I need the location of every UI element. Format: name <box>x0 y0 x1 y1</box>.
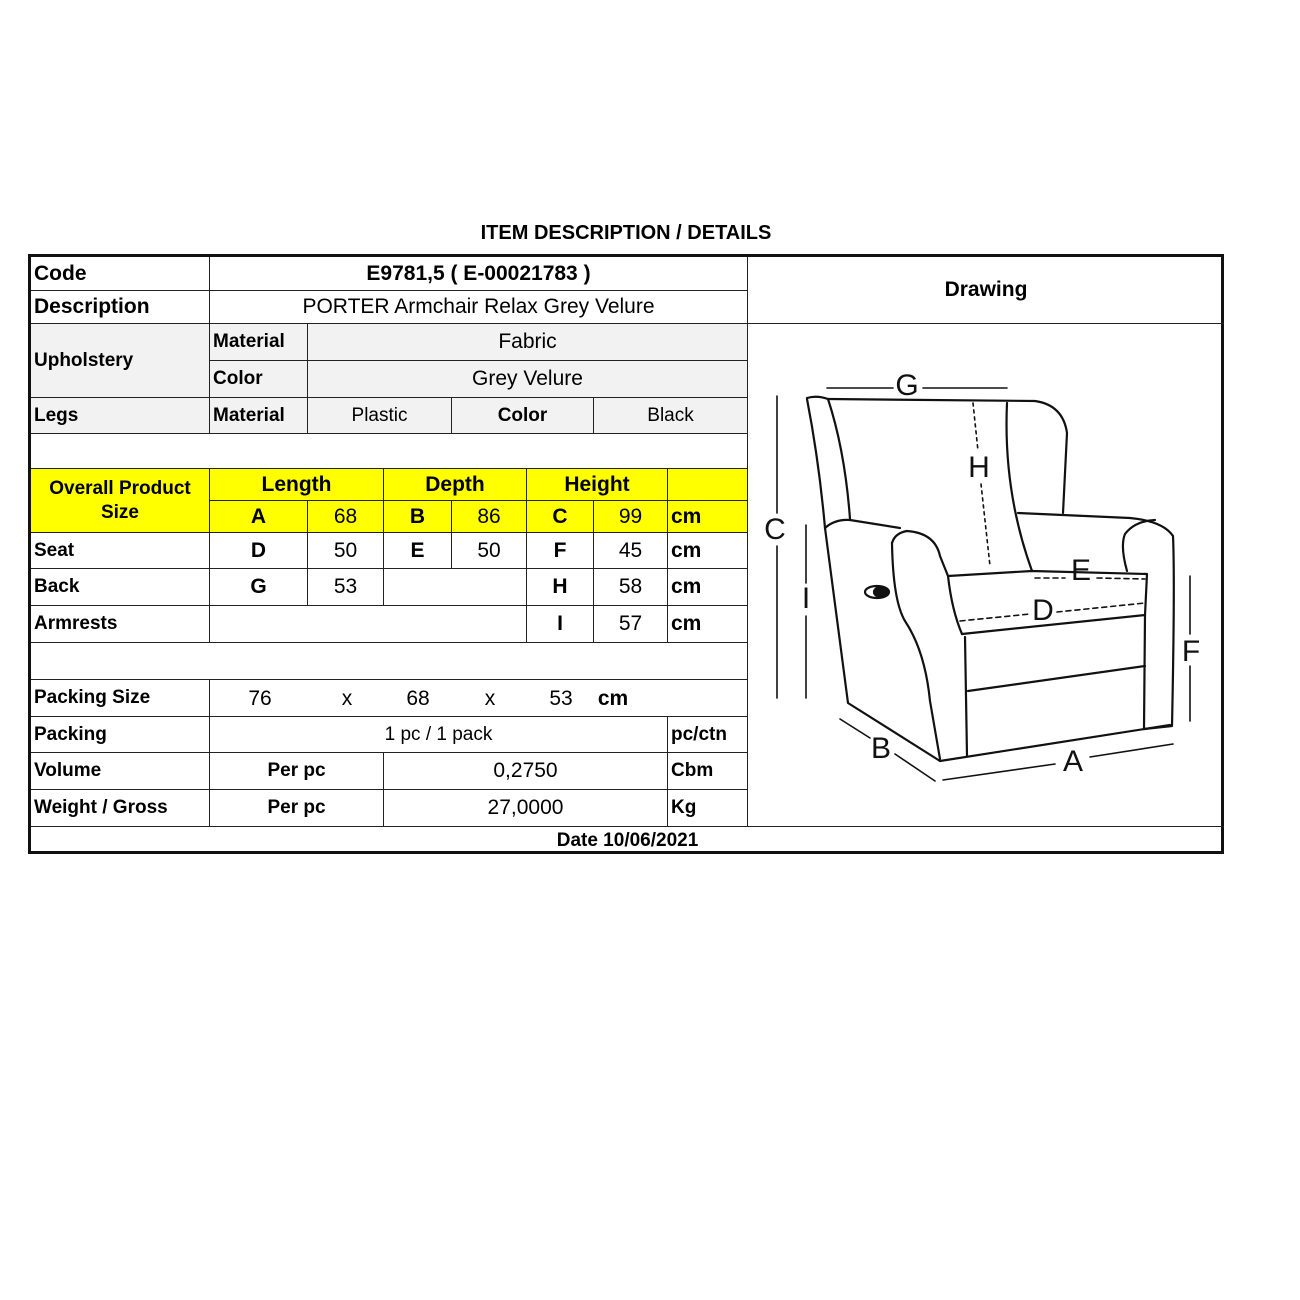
packing-size-x2: x <box>484 686 496 710</box>
description-label: Description <box>31 291 210 324</box>
dim-b-label: B <box>384 501 452 533</box>
dim-d-value: 50 <box>308 533 384 569</box>
packing-unit: pc/ctn <box>668 717 748 753</box>
dim-c-value: 99 <box>594 501 668 533</box>
upholstery-material-label: Material <box>210 324 308 361</box>
weight-per: Per pc <box>210 790 384 827</box>
armrests-unit: cm <box>668 606 748 643</box>
dim-label-c: C <box>764 513 786 546</box>
dim-i-label: I <box>527 606 594 643</box>
packing-label: Packing <box>31 717 210 753</box>
packing-size-h: 53 <box>549 686 573 710</box>
code-value: E9781,5 ( E-00021783 ) <box>210 257 748 291</box>
dim-b-value: 86 <box>452 501 527 533</box>
dim-label-b: B <box>871 732 891 765</box>
packing-size-label: Packing Size <box>31 680 210 717</box>
packing-size-l: 76 <box>248 686 272 710</box>
dim-f-label: F <box>527 533 594 569</box>
dim-label-i: I <box>802 582 810 615</box>
height-header: Height <box>527 469 668 501</box>
dim-h-value: 58 <box>594 569 668 606</box>
dim-h-label: H <box>527 569 594 606</box>
dim-c-label: C <box>527 501 594 533</box>
packing-size-w: 68 <box>406 686 430 710</box>
dim-label-h: H <box>968 451 990 484</box>
dim-label-a: A <box>1063 745 1083 778</box>
upholstery-label: Upholstery <box>31 324 210 398</box>
document-title: ITEM DESCRIPTION / DETAILS <box>480 222 772 244</box>
seat-label: Seat <box>31 533 210 569</box>
dim-label-d: D <box>1032 594 1054 627</box>
overall-size-label: Overall Product Size <box>31 469 210 533</box>
drawing-cell <box>748 324 1224 827</box>
spacer-row <box>31 434 748 469</box>
packing-value: 1 pc / 1 pack <box>210 717 668 753</box>
legs-color-label: Color <box>452 398 594 434</box>
dim-a-value: 68 <box>308 501 384 533</box>
volume-per: Per pc <box>210 753 384 790</box>
empty-cell <box>384 569 527 606</box>
length-header: Length <box>210 469 384 501</box>
armchair-outline <box>805 395 1175 763</box>
legs-color: Black <box>594 398 748 434</box>
volume-value: 0,2750 <box>384 753 668 790</box>
volume-unit: Cbm <box>668 753 748 790</box>
description-value: PORTER Armchair Relax Grey Velure <box>210 291 748 324</box>
spacer-row <box>31 643 748 680</box>
dim-g-value: 53 <box>308 569 384 606</box>
legs-label: Legs <box>31 398 210 434</box>
weight-unit: Kg <box>668 790 748 827</box>
dim-d-label: D <box>210 533 308 569</box>
dim-e-label: E <box>384 533 452 569</box>
depth-header: Depth <box>384 469 527 501</box>
upholstery-material: Fabric <box>308 324 748 361</box>
packing-size-x1: x <box>341 686 353 710</box>
dim-f-value: 45 <box>594 533 668 569</box>
upholstery-color-label: Color <box>210 361 308 398</box>
overall-unit: cm <box>668 501 748 533</box>
code-label: Code <box>31 257 210 291</box>
dim-i-value: 57 <box>594 606 668 643</box>
dim-g-label: G <box>210 569 308 606</box>
weight-value: 27,0000 <box>384 790 668 827</box>
dim-label-g: G <box>895 369 918 402</box>
legs-material-label: Material <box>210 398 308 434</box>
volume-label: Volume <box>31 753 210 790</box>
empty-cell <box>210 606 527 643</box>
weight-label: Weight / Gross <box>31 790 210 827</box>
packing-size-row <box>210 680 748 717</box>
unit-header <box>668 469 748 501</box>
armchair-drawing: G H C I E D F B A <box>764 369 1200 782</box>
legs-material: Plastic <box>308 398 452 434</box>
packing-size-unit: cm <box>597 686 629 710</box>
dim-a-label: A <box>210 501 308 533</box>
drawing-header: Drawing <box>748 257 1224 324</box>
back-unit: cm <box>668 569 748 606</box>
dim-e-value: 50 <box>452 533 527 569</box>
armrests-label: Armrests <box>31 606 210 643</box>
back-label: Back <box>31 569 210 606</box>
spec-sheet: Code E9781,5 ( E-00021783 ) Description POR… <box>28 254 1224 854</box>
dim-label-e: E <box>1071 554 1091 587</box>
date-footer: Date 10/06/2021 <box>556 829 699 851</box>
dimension-lines <box>776 387 1191 782</box>
dim-label-f: F <box>1182 635 1200 668</box>
seat-unit: cm <box>668 533 748 569</box>
upholstery-color: Grey Velure <box>308 361 748 398</box>
